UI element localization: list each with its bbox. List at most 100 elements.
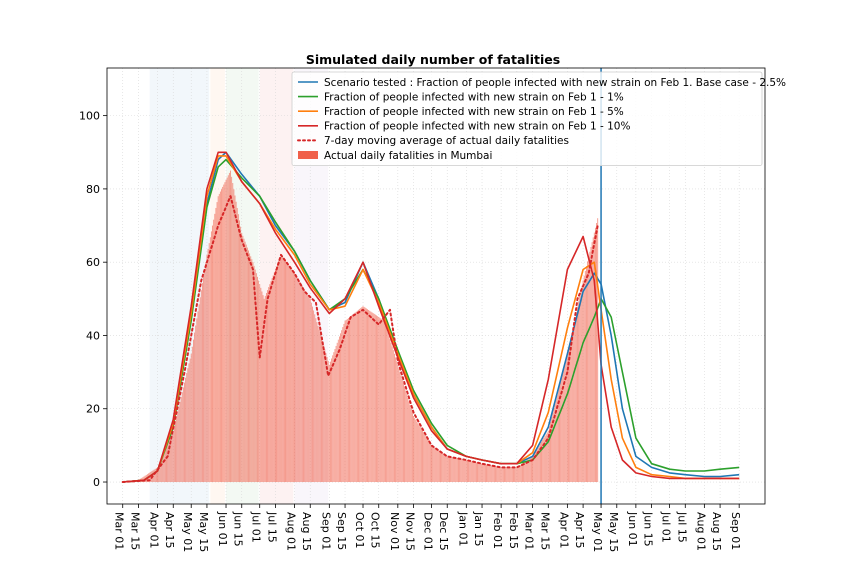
fatality-bar-174 — [333, 352, 335, 483]
fatality-bar-205 — [368, 310, 370, 483]
fatality-bar-404 — [591, 242, 593, 483]
fatality-bar-123 — [276, 266, 278, 483]
fatality-bar-301 — [475, 462, 477, 483]
fatality-bar-192 — [353, 313, 355, 483]
fatality-bar-168 — [326, 357, 328, 483]
fatality-bar-291 — [464, 459, 466, 483]
fatality-bar-240 — [407, 397, 409, 483]
fatality-bar-253 — [422, 430, 423, 483]
fatality-bar-102 — [252, 262, 254, 483]
legend-label-4: 7-day moving average of actual daily fat… — [324, 135, 569, 147]
fatality-bar-155 — [312, 306, 313, 483]
fatality-bar-199 — [361, 307, 363, 483]
fatality-bar-16 — [155, 468, 157, 483]
legend-swatch-5 — [298, 151, 318, 159]
fatality-bar-307 — [482, 463, 484, 483]
fatality-bar-147 — [303, 287, 304, 483]
fatality-bar-234 — [400, 375, 402, 483]
fatality-bar-281 — [453, 457, 455, 483]
legend-label-0: Scenario tested : Fraction of people inf… — [324, 77, 786, 89]
x-tick-label-8: Jul 01 — [250, 511, 263, 543]
fatality-bar-35 — [177, 411, 179, 483]
fatality-bar-210 — [373, 313, 375, 483]
fatality-bar-265 — [435, 448, 437, 483]
fatality-bar-140 — [295, 275, 297, 483]
fatality-bar-121 — [273, 272, 275, 483]
fatality-bar-112 — [263, 298, 265, 483]
fatality-bar-343 — [523, 462, 525, 483]
x-tick-label-17: Nov 15 — [404, 512, 417, 551]
fatality-bar-296 — [470, 461, 472, 483]
fatality-bar-128 — [281, 256, 283, 483]
fatality-bar-148 — [304, 289, 306, 483]
fatality-bar-276 — [447, 456, 449, 483]
x-tick-label-24: Mar 01 — [523, 512, 536, 550]
fatality-bar-105 — [255, 273, 257, 483]
fatality-bar-133 — [287, 264, 289, 483]
fatality-bar-330 — [508, 467, 510, 483]
fatality-bar-251 — [419, 427, 421, 483]
fatality-bar-177 — [336, 342, 338, 483]
fatality-bar-27 — [168, 441, 170, 483]
fatality-bar-211 — [374, 314, 376, 483]
fatality-bar-352 — [533, 454, 535, 483]
fatality-bar-400 — [587, 261, 589, 483]
plot-frame — [106, 67, 766, 505]
fatality-bar-277 — [449, 456, 450, 483]
fatality-bar-5 — [143, 476, 145, 483]
fatality-bar-22 — [162, 454, 164, 483]
fatality-bar-160 — [317, 325, 319, 483]
x-tick-label-16: Nov 01 — [388, 512, 401, 551]
fatality-bar-172 — [331, 358, 333, 483]
fatality-bar-36 — [178, 406, 180, 483]
fatality-bar-111 — [262, 295, 264, 483]
fatality-bar-238 — [405, 390, 407, 483]
series-lines — [121, 151, 740, 483]
fatality-bar-40 — [182, 387, 184, 483]
fatality-bar-321 — [498, 466, 500, 483]
x-tick-label-20: Jan 01 — [456, 511, 469, 546]
fatality-bar-351 — [532, 456, 534, 483]
fatality-bar-376 — [560, 380, 562, 483]
fatality-bar-369 — [552, 412, 554, 483]
fatality-bar-98 — [248, 250, 249, 483]
fatality-bar-373 — [556, 394, 558, 483]
fatality-bar-99 — [249, 253, 251, 483]
fatality-bar-341 — [520, 464, 522, 483]
fatality-bar-310 — [486, 464, 487, 483]
fatality-bar-380 — [564, 362, 566, 483]
fatality-bar-124 — [277, 263, 279, 483]
x-tick-label-22: Feb 01 — [491, 512, 504, 549]
fatality-bar-237 — [404, 386, 406, 483]
fatality-bar-402 — [589, 251, 591, 483]
fatality-bar-388 — [573, 322, 575, 483]
fatality-bar-39 — [181, 392, 183, 483]
fatality-bar-256 — [425, 436, 427, 483]
fatality-bar-387 — [572, 327, 574, 483]
fatality-bar-202 — [364, 307, 366, 483]
fatality-bar-337 — [516, 467, 518, 483]
fatality-bar-383 — [568, 348, 569, 483]
fatality-bar-248 — [416, 421, 418, 483]
fatality-bar-176 — [335, 345, 337, 483]
fatality-bar-394 — [580, 290, 582, 483]
fatality-bar-366 — [548, 426, 550, 483]
fatality-bar-90 — [239, 220, 240, 483]
fatality-bar-206 — [369, 310, 371, 483]
fatality-bar-365 — [547, 430, 549, 483]
fatality-bar-323 — [500, 467, 502, 483]
fatality-bar-378 — [562, 371, 564, 483]
fatality-bar-125 — [278, 260, 280, 483]
fatality-bar-247 — [415, 419, 417, 483]
fatality-bar-229 — [395, 357, 397, 483]
fatality-bar-295 — [469, 460, 471, 483]
fatality-bar-377 — [561, 376, 563, 483]
fatality-bar-364 — [546, 432, 548, 483]
fatality-bar-379 — [563, 367, 565, 483]
fatality-bar-197 — [359, 308, 361, 483]
x-tick-label-0: Mar 01 — [113, 512, 126, 550]
fatality-bar-370 — [553, 408, 555, 483]
fatality-bar-217 — [381, 319, 383, 483]
x-tick-label-9: Jul 15 — [265, 511, 278, 543]
fatality-bar-165 — [323, 345, 325, 483]
